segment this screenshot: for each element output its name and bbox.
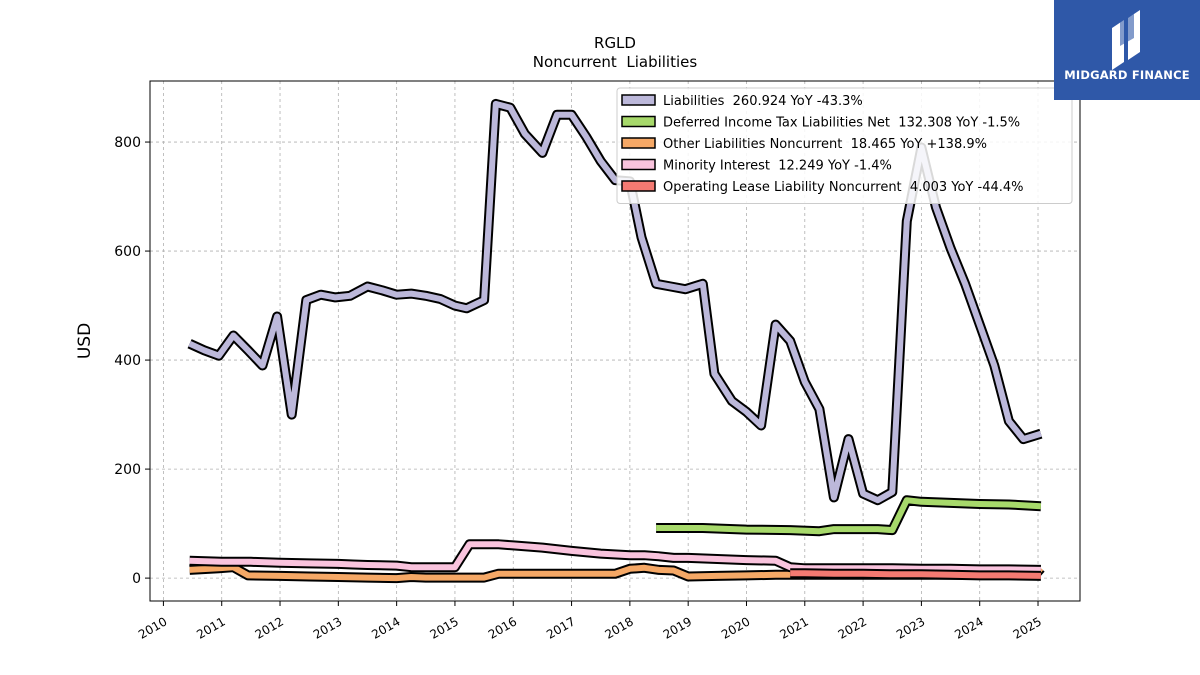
x-tick-label: 2013 <box>311 614 344 641</box>
legend-swatch <box>621 180 656 192</box>
brand-logo: MIDGARD FINANCE <box>1054 0 1200 100</box>
legend-swatch <box>621 137 656 149</box>
series-3 <box>189 539 1041 575</box>
series-layer <box>187 98 1045 584</box>
x-tick-label: 2012 <box>253 614 286 641</box>
y-axis: 0 200 400 600 800 <box>114 135 150 587</box>
x-tick-label: 2024 <box>952 614 985 641</box>
series-line <box>656 497 1042 535</box>
series-0 <box>187 98 1043 506</box>
x-tick-label: 2018 <box>602 614 635 641</box>
legend-box <box>616 87 1073 204</box>
x-tick-label: 2022 <box>836 614 869 641</box>
chart-subtitle: Noncurrent Liabilities <box>533 53 698 71</box>
y-tick-label: 0 <box>132 571 141 587</box>
x-tick-label: 2019 <box>661 614 694 641</box>
series-line <box>790 570 1041 579</box>
x-tick-label: 2015 <box>428 614 461 641</box>
series-4 <box>790 568 1041 581</box>
series-1 <box>656 495 1042 537</box>
x-tick-label: 2025 <box>1011 614 1044 641</box>
series-line <box>188 100 1042 504</box>
legend-entry: Deferred Income Tax Liabilities Net 132.… <box>663 116 1020 131</box>
x-tick-label: 2010 <box>136 614 169 641</box>
legend-swatch <box>621 158 656 171</box>
legend-swatch <box>621 115 656 128</box>
y-tick-label: 800 <box>114 135 141 151</box>
y-tick-label: 400 <box>114 353 141 369</box>
x-tick-label: 2016 <box>486 614 519 641</box>
x-axis: 2010 2011 2012 2013 2014 2015 2016 2017 2018 2019… <box>136 601 1044 642</box>
legend-entry: Liabilities 260.924 YoY -43.3% <box>663 94 863 109</box>
y-tick-label: 600 <box>114 244 141 260</box>
x-tick-label: 2023 <box>894 614 927 641</box>
logo-text: MIDGARD FINANCE <box>1064 68 1190 82</box>
x-tick-label: 2014 <box>369 614 402 641</box>
x-tick-label: 2011 <box>194 614 227 641</box>
legend-entry: Operating Lease Liability Noncurrent 4.0… <box>663 180 1024 195</box>
chart-title: RGLD <box>594 34 636 52</box>
legend-swatch <box>621 94 656 106</box>
legend-entry: Other Liabilities Noncurrent 18.465 YoY … <box>663 137 987 152</box>
y-tick-label: 200 <box>114 462 141 478</box>
legend-entry: Minority Interest 12.249 YoY -1.4% <box>663 159 892 174</box>
series-line <box>189 541 1041 573</box>
logo-mark-icon <box>1112 10 1140 70</box>
x-tick-label: 2017 <box>544 614 577 641</box>
x-tick-label: 2020 <box>719 614 752 641</box>
x-tick-label: 2021 <box>777 614 810 641</box>
plot-frame <box>149 80 1081 602</box>
y-axis-label: USD <box>75 323 95 359</box>
legend: Liabilities 260.924 YoY -43.3% Deferred I… <box>616 87 1073 204</box>
